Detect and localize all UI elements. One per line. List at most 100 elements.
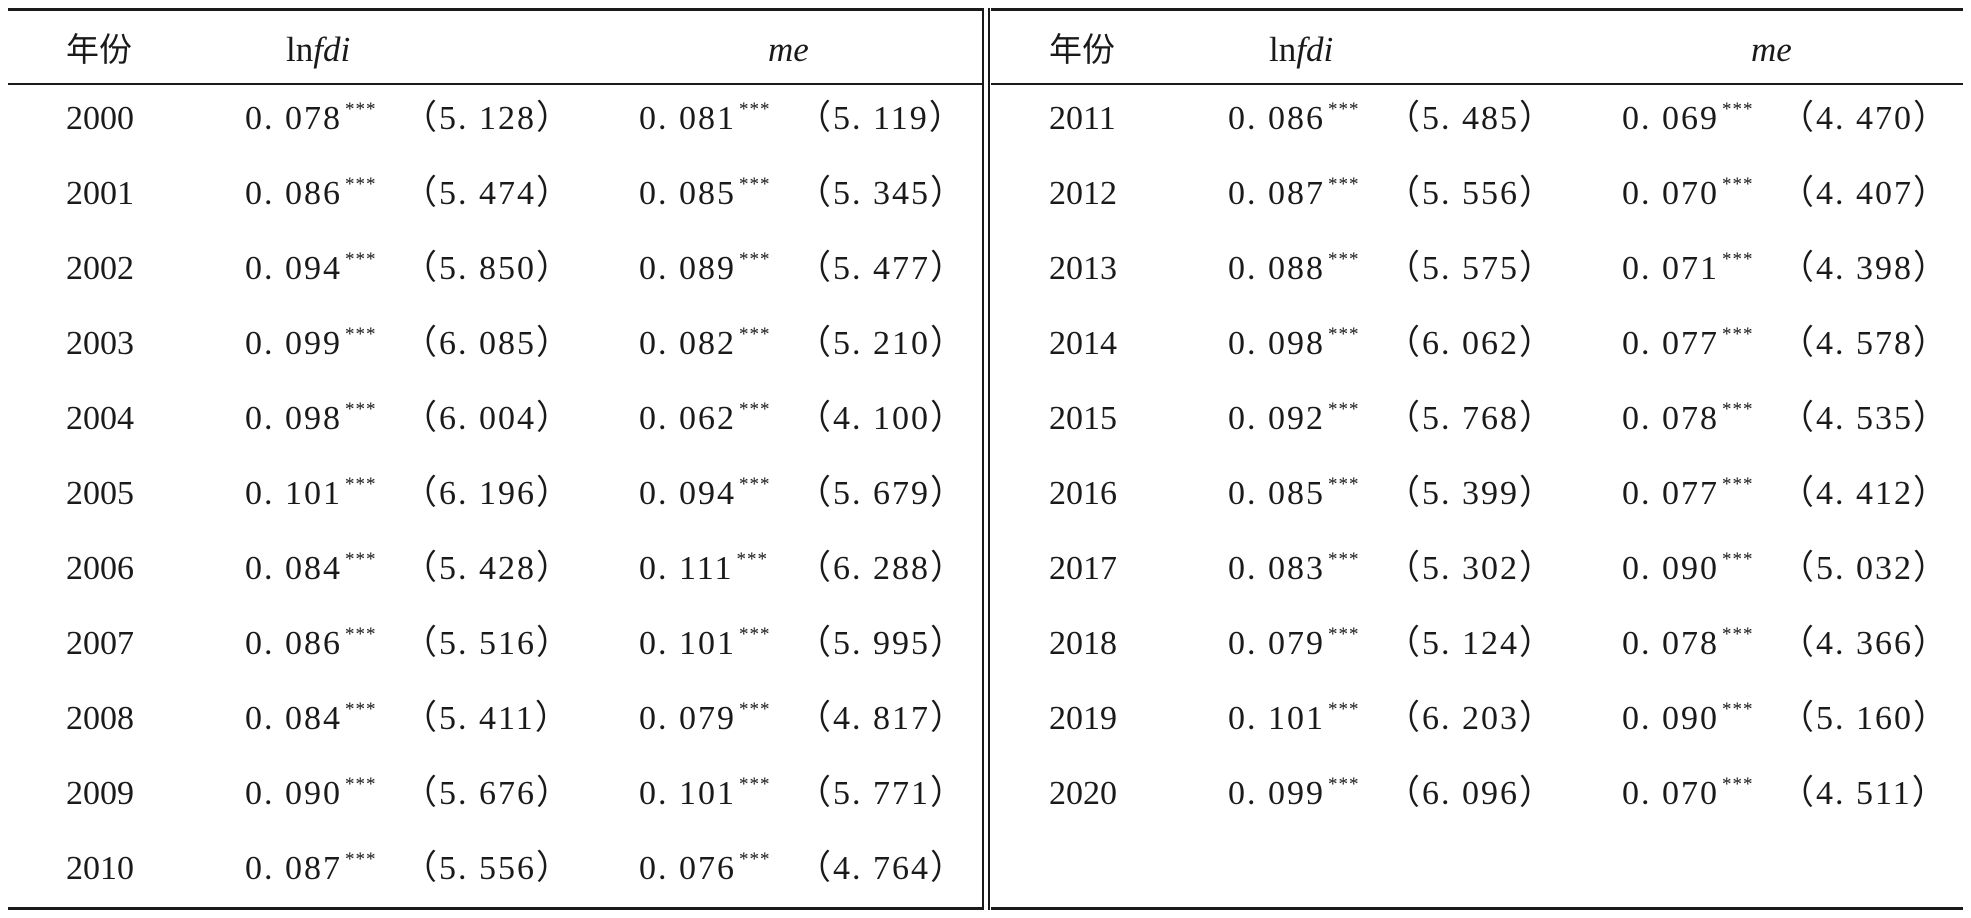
me-coefficient: 0. 077 *** xyxy=(1622,324,1754,369)
me-t-statistic-value: （4. 100） xyxy=(797,400,966,437)
lnfdi-t-statistic-value: （5. 302） xyxy=(1386,550,1555,587)
lnfdi-coefficient-value: 0. 088 xyxy=(1228,250,1325,287)
lnfdi-t-statistic: （6. 004） xyxy=(403,399,572,439)
lnfdi-coefficient: 0. 090 *** xyxy=(245,774,377,819)
header-year: 年份 xyxy=(1049,30,1115,69)
bottom-rule xyxy=(991,907,1963,910)
lnfdi-t-statistic: （5. 768） xyxy=(1386,399,1555,439)
lnfdi-coefficient-value: 0. 099 xyxy=(1228,775,1325,812)
significance-stars: *** xyxy=(1328,249,1360,270)
header-lnfdi: lnfdi xyxy=(286,30,350,70)
year-cell: 2012 xyxy=(1049,174,1117,214)
lnfdi-t-statistic: （5. 850） xyxy=(403,249,572,289)
me-t-statistic-value: （4. 511） xyxy=(1780,775,1948,812)
header-lnfdi-prefix: ln xyxy=(286,30,314,69)
year-cell-value: 2000 xyxy=(66,100,134,137)
year-cell: 2006 xyxy=(66,549,134,589)
me-t-statistic: （4. 366） xyxy=(1780,624,1949,664)
year-cell-value: 2004 xyxy=(66,400,134,437)
lnfdi-t-statistic: （5. 128） xyxy=(403,99,572,139)
year-cell: 2019 xyxy=(1049,699,1117,739)
year-cell: 2016 xyxy=(1049,474,1117,514)
lnfdi-coefficient: 0. 088 *** xyxy=(1228,249,1360,294)
me-t-statistic: （4. 470） xyxy=(1780,99,1949,139)
significance-stars: *** xyxy=(1722,399,1754,420)
table-row: 2016 0. 085 *** （5. 399） 0. 077 *** （4. 412） xyxy=(991,460,1963,535)
lnfdi-coefficient-value: 0. 094 xyxy=(245,250,342,287)
significance-stars: *** xyxy=(345,174,377,195)
table-row: 2019 0. 101 *** （6. 203） 0. 090 *** （5. 160） xyxy=(991,685,1963,760)
table-row: 2009 0. 090 *** （5. 676） 0. 101 *** （5. 771） xyxy=(8,760,982,835)
significance-stars: *** xyxy=(1722,174,1754,195)
significance-stars: *** xyxy=(345,324,377,345)
table-row: 2006 0. 084 *** （5. 428） 0. 111 *** （6. 288） xyxy=(8,535,982,610)
lnfdi-t-statistic-value: （6. 096） xyxy=(1386,775,1555,812)
significance-stars: *** xyxy=(1722,324,1754,345)
significance-stars: *** xyxy=(345,624,377,645)
me-coefficient-value: 0. 071 xyxy=(1622,250,1719,287)
lnfdi-coefficient: 0. 086 *** xyxy=(245,624,377,669)
lnfdi-t-statistic-value: （5. 474） xyxy=(403,175,572,212)
year-cell-value: 2014 xyxy=(1049,325,1117,362)
lnfdi-t-statistic-value: （5. 411） xyxy=(403,700,571,737)
me-t-statistic-value: （5. 210） xyxy=(797,325,966,362)
year-cell-value: 2018 xyxy=(1049,625,1117,662)
lnfdi-t-statistic-value: （5. 676） xyxy=(403,775,572,812)
me-t-statistic-value: （5. 771） xyxy=(797,775,966,812)
lnfdi-t-statistic-value: （5. 575） xyxy=(1386,250,1555,287)
significance-stars: *** xyxy=(1722,99,1754,120)
significance-stars: *** xyxy=(1328,324,1360,345)
me-coefficient-value: 0. 089 xyxy=(639,250,736,287)
significance-stars: *** xyxy=(1722,624,1754,645)
lnfdi-t-statistic: （5. 556） xyxy=(403,849,572,889)
header-lnfdi-prefix: ln xyxy=(1269,30,1297,69)
me-coefficient-value: 0. 078 xyxy=(1622,625,1719,662)
regression-table: 年份 lnfdi me 2000 0. 078 *** （5. 128） 0. 081 *… xyxy=(8,8,1963,910)
header-rule xyxy=(8,83,982,85)
me-t-statistic: （4. 535） xyxy=(1780,399,1949,439)
me-t-statistic-value: （4. 764） xyxy=(797,850,966,887)
year-cell: 2013 xyxy=(1049,249,1117,289)
lnfdi-t-statistic-value: （6. 196） xyxy=(403,475,572,512)
lnfdi-t-statistic: （5. 516） xyxy=(403,624,572,664)
year-cell: 2010 xyxy=(66,849,134,889)
me-t-statistic-value: （5. 995） xyxy=(797,625,966,662)
me-t-statistic-value: （4. 578） xyxy=(1780,325,1949,362)
lnfdi-t-statistic: （6. 096） xyxy=(1386,774,1555,814)
lnfdi-coefficient: 0. 101 *** xyxy=(1228,699,1360,744)
me-coefficient: 0. 070 *** xyxy=(1622,774,1754,819)
year-cell: 2002 xyxy=(66,249,134,289)
lnfdi-coefficient: 0. 084 *** xyxy=(245,549,377,594)
me-t-statistic: （5. 032） xyxy=(1780,549,1949,589)
year-cell: 2014 xyxy=(1049,324,1117,364)
lnfdi-t-statistic-value: （5. 850） xyxy=(403,250,572,287)
year-cell-value: 2015 xyxy=(1049,400,1117,437)
me-coefficient-value: 0. 090 xyxy=(1622,700,1719,737)
me-t-statistic-value: （5. 477） xyxy=(797,250,966,287)
lnfdi-t-statistic-value: （6. 004） xyxy=(403,400,572,437)
me-coefficient-value: 0. 078 xyxy=(1622,400,1719,437)
me-t-statistic-value: （4. 398） xyxy=(1780,250,1949,287)
me-coefficient-value: 0. 101 xyxy=(639,625,736,662)
significance-stars: *** xyxy=(1722,474,1754,495)
lnfdi-coefficient: 0. 087 *** xyxy=(1228,174,1360,219)
year-cell-value: 2005 xyxy=(66,475,134,512)
lnfdi-coefficient: 0. 094 *** xyxy=(245,249,377,294)
year-cell: 2008 xyxy=(66,699,134,739)
me-coefficient-value: 0. 070 xyxy=(1622,175,1719,212)
lnfdi-coefficient: 0. 086 *** xyxy=(1228,99,1360,144)
significance-stars: *** xyxy=(1722,699,1754,720)
header-me: me xyxy=(1751,30,1792,69)
lnfdi-t-statistic: （6. 085） xyxy=(403,324,572,364)
significance-stars: *** xyxy=(345,249,377,270)
lnfdi-t-statistic-value: （6. 062） xyxy=(1386,325,1555,362)
me-t-statistic: （4. 817） xyxy=(797,699,966,739)
me-coefficient: 0. 081 *** xyxy=(639,99,771,144)
center-divider-left xyxy=(982,8,984,910)
me-t-statistic: （5. 771） xyxy=(797,774,966,814)
lnfdi-t-statistic-value: （5. 399） xyxy=(1386,475,1555,512)
significance-stars: *** xyxy=(345,849,377,870)
table-row: 2002 0. 094 *** （5. 850） 0. 089 *** （5. 477） xyxy=(8,235,982,310)
me-t-statistic: （4. 407） xyxy=(1780,174,1949,214)
lnfdi-coefficient: 0. 098 *** xyxy=(1228,324,1360,369)
